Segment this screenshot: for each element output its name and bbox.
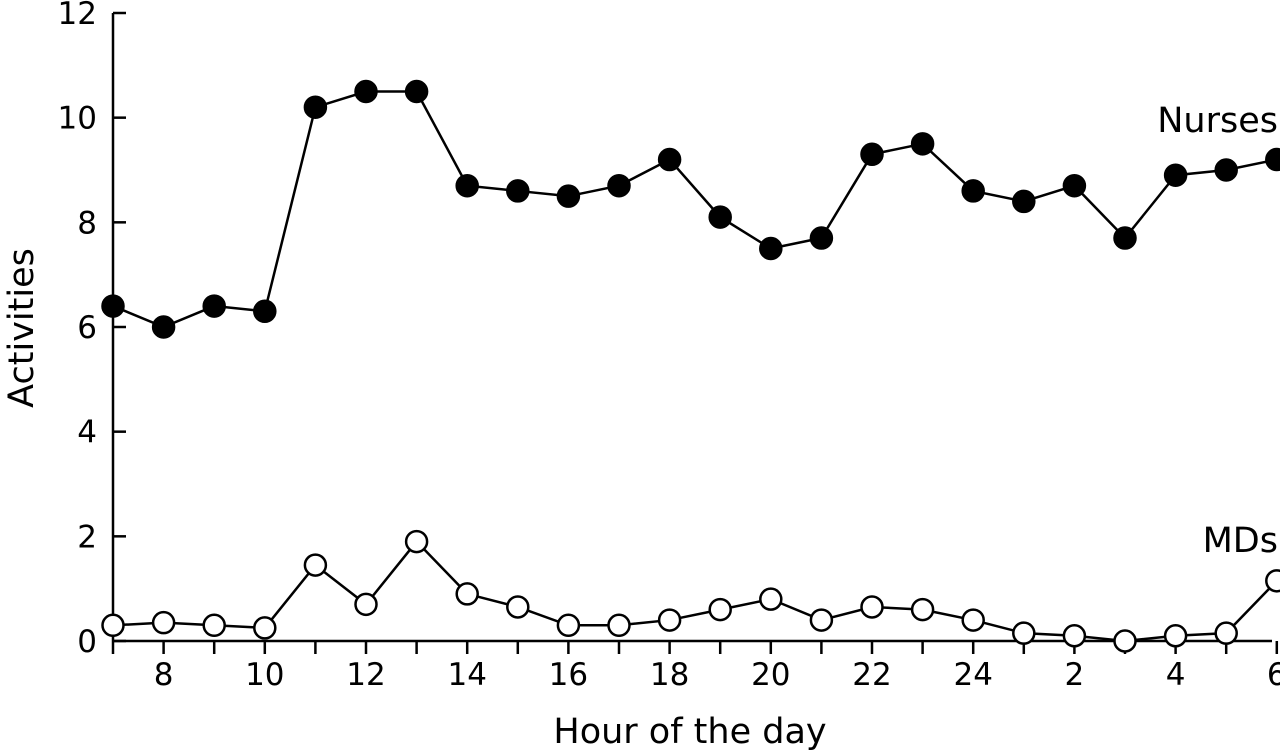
x-tick-label: 18 <box>650 657 689 693</box>
data-point-nurses <box>354 79 378 104</box>
x-tick-label: 24 <box>953 657 992 693</box>
data-point-nurses <box>253 299 277 324</box>
data-point-mds <box>101 613 125 638</box>
x-ticks: 8 10 12 14 16 18 20 22 24 2 4 6 <box>111 641 1280 693</box>
data-point-nurses <box>1062 173 1087 198</box>
y-tick-label: 12 <box>58 0 97 32</box>
data-point-mds <box>961 608 985 632</box>
data-point-nurses <box>657 147 682 172</box>
series-line-nurses <box>112 90 1278 329</box>
data-point-mds <box>1012 621 1036 645</box>
data-point-nurses <box>506 179 530 203</box>
data-point-nurses <box>961 179 985 203</box>
x-tick-label: 8 <box>154 657 174 693</box>
data-point-mds <box>708 597 732 622</box>
data-point-mds <box>1163 624 1188 648</box>
data-point-nurses <box>1163 163 1188 187</box>
data-point-nurses <box>202 294 226 318</box>
data-point-nurses <box>455 173 479 198</box>
data-point-nurses <box>101 294 125 318</box>
data-point-mds <box>759 587 783 611</box>
x-tick-label: 10 <box>245 657 284 693</box>
data-point-mds <box>1214 621 1238 645</box>
data-point-mds <box>607 613 631 638</box>
data-point-mds <box>1265 569 1280 593</box>
series-line-mds <box>112 539 1278 643</box>
y-tick-label: 2 <box>77 519 97 555</box>
data-point-nurses <box>556 184 581 208</box>
data-point-mds <box>455 582 479 606</box>
data-point-mds <box>910 597 935 622</box>
x-tick-label: 20 <box>751 657 790 693</box>
data-point-nurses <box>1113 226 1137 250</box>
data-point-mds <box>809 608 834 632</box>
x-tick-label: 12 <box>346 657 385 693</box>
y-tick-label: 4 <box>77 415 97 451</box>
data-point-nurses <box>1214 158 1238 182</box>
data-point-mds <box>253 616 277 640</box>
y-tick-label: 6 <box>77 310 97 346</box>
x-tick-label: 14 <box>447 657 486 693</box>
data-point-mds <box>860 595 884 619</box>
data-point-mds <box>404 529 429 554</box>
data-point-nurses <box>1265 147 1280 172</box>
data-point-mds <box>202 613 226 638</box>
data-point-nurses <box>607 173 631 198</box>
data-point-mds <box>506 595 530 619</box>
data-point-nurses <box>809 226 834 250</box>
data-point-nurses <box>1012 189 1036 214</box>
y-tick-label: 0 <box>77 624 97 660</box>
x-tick-label: 2 <box>1065 657 1085 693</box>
data-point-nurses <box>303 95 328 119</box>
data-point-mds <box>354 592 378 617</box>
y-ticks: 0 2 4 6 8 10 12 <box>58 0 126 660</box>
series-label-nurses: Nurses <box>1157 101 1278 141</box>
axes <box>111 13 1272 643</box>
data-point-nurses <box>151 315 176 339</box>
data-point-nurses <box>404 79 429 104</box>
series-layer <box>101 79 1280 653</box>
x-tick-label: 16 <box>549 657 588 693</box>
x-axis-title: Hour of the day <box>553 712 826 752</box>
data-point-nurses <box>910 132 935 156</box>
y-axis-title: Activities <box>2 248 42 408</box>
y-tick-label: 8 <box>77 205 97 241</box>
x-tick-label: 6 <box>1267 657 1280 693</box>
series-label-mds: MDs <box>1203 521 1278 561</box>
data-point-mds <box>657 608 682 632</box>
x-tick-label: 4 <box>1166 657 1186 693</box>
data-point-mds <box>303 553 328 577</box>
data-point-mds <box>1062 624 1087 648</box>
y-tick-label: 10 <box>58 101 97 137</box>
data-point-mds <box>556 613 581 638</box>
data-point-nurses <box>860 142 884 167</box>
data-point-mds <box>1113 629 1137 653</box>
data-point-nurses <box>759 236 783 261</box>
data-point-nurses <box>708 205 732 229</box>
data-point-mds <box>151 610 176 635</box>
x-tick-label: 22 <box>852 657 891 693</box>
